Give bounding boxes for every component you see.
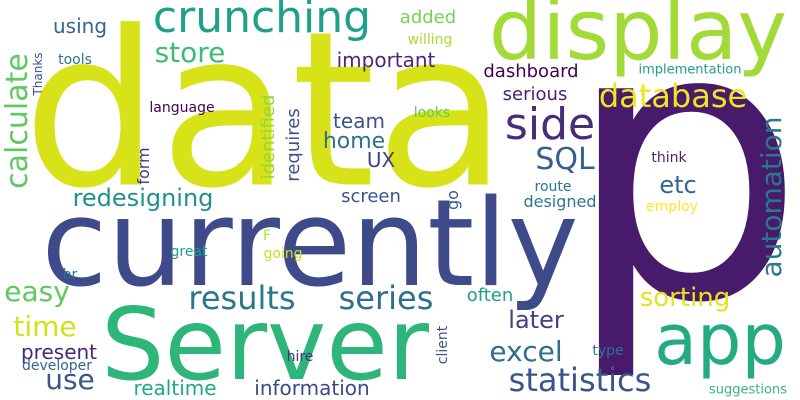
word-using: using [52, 14, 108, 38]
word-use: use [45, 363, 95, 396]
word-important: important [336, 48, 436, 72]
word-form: form [134, 147, 153, 185]
word-designed: designed [523, 192, 597, 211]
word-route: route [534, 179, 572, 195]
word-information: information [254, 376, 370, 400]
word-calculate: calculate [0, 53, 35, 189]
word-database: database [598, 77, 748, 115]
word-hire: hire [286, 349, 314, 365]
word-screen: screen [341, 186, 401, 207]
word-f: F [262, 228, 272, 244]
word-etc: etc [659, 171, 697, 199]
word-thanks: Thanks [31, 52, 45, 96]
word-app: app [654, 299, 786, 381]
word-developer: developer [21, 358, 93, 374]
word-type: type [592, 343, 624, 359]
word-time: time [13, 310, 77, 343]
word-sql: SQL [535, 142, 595, 177]
word-currently: currently [41, 175, 579, 314]
word-realtime: realtime [133, 376, 217, 400]
word-tools: tools [58, 52, 92, 68]
word-willing: willing [407, 32, 453, 48]
word-suggestions: suggestions [709, 382, 787, 398]
word-display: display [488, 0, 788, 79]
word-looks: looks [413, 105, 451, 121]
word-employ: employ [646, 199, 698, 215]
word-br: br [62, 267, 78, 283]
word-side: side [504, 99, 596, 150]
word-client: client [435, 325, 451, 365]
word-statistics: statistics [508, 361, 652, 399]
word-redesigning: redesigning [72, 184, 214, 212]
word-serious: serious [502, 84, 568, 105]
word-later: later [508, 306, 564, 334]
word-requires: requires [283, 108, 304, 182]
word-crunching: crunching [152, 0, 372, 43]
word-easy: easy [4, 275, 70, 308]
word-ux: UX [366, 148, 396, 172]
word-going: going [263, 246, 303, 262]
word-p: p [564, 0, 800, 386]
word-often: often [466, 285, 514, 306]
word-excel: excel [489, 335, 563, 368]
word-data: data [22, 0, 508, 236]
word-dashboard: dashboard [483, 61, 579, 82]
word-added: added [399, 7, 457, 28]
word-implementation: implementation [638, 62, 742, 78]
word-store: store [154, 36, 226, 69]
word-server: Server [101, 286, 429, 400]
word-team: team [333, 109, 385, 133]
word-home: home [322, 129, 386, 154]
word-series: series [338, 279, 434, 317]
word-go: go [443, 190, 462, 210]
word-language: language [149, 100, 215, 116]
word-great: great [170, 244, 208, 260]
word-automation: automation [755, 116, 788, 278]
word-sorting: sorting [639, 283, 731, 313]
word-identified: identified [258, 94, 279, 180]
word-think: think [651, 150, 687, 166]
word-results: results [188, 279, 296, 317]
word-present: present [20, 340, 98, 364]
